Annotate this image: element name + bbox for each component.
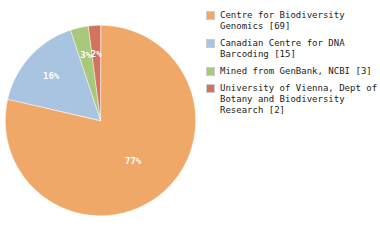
svg-text:16%: 16% <box>43 71 60 81</box>
svg-text:2%: 2% <box>91 49 102 59</box>
html-text:Centre for Biodiversity Genomi: Centre for Biodiversity Genomics [69] <box>220 10 345 31</box>
html-text:Mined from GenBank, NCBI [3]: Mined from GenBank, NCBI [3] <box>220 66 372 76</box>
html-text:University of Vienna, Dept of: University of Vienna, Dept of Botany and… <box>220 83 378 115</box>
svg-text:3%: 3% <box>80 50 92 61</box>
html-text:Canadian Centre for DNA Barcod: Canadian Centre for DNA Barcoding [15] <box>220 38 345 59</box>
svg-text:77%: 77% <box>125 156 142 166</box>
